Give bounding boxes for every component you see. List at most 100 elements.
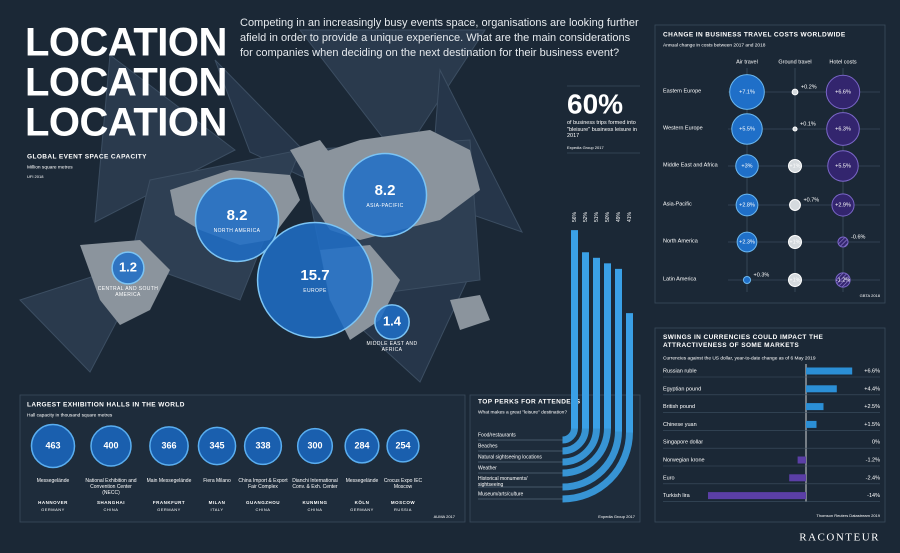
currency-value: -1.2% bbox=[866, 457, 880, 463]
bubble-value: 15.7 bbox=[300, 267, 329, 284]
headline: LOCATION bbox=[25, 21, 227, 65]
cost-bubble bbox=[788, 235, 802, 249]
region-label: Asia-Pacific bbox=[663, 201, 692, 208]
hall-bubble bbox=[243, 426, 283, 466]
cost-bubble bbox=[835, 272, 851, 288]
currency-value: 0% bbox=[872, 440, 880, 446]
region-bubble bbox=[342, 152, 428, 238]
headline: LOCATION bbox=[25, 61, 227, 105]
perk-curve bbox=[562, 427, 589, 455]
perk-label: Beaches bbox=[478, 443, 498, 450]
currency-bar bbox=[806, 403, 824, 411]
panel-title: GLOBAL EVENT SPACE CAPACITY bbox=[27, 154, 147, 161]
source: Thomson Reuters Datastream 2019 bbox=[816, 513, 880, 518]
currency-label: Turkish lira bbox=[663, 493, 691, 499]
cost-bubble bbox=[825, 74, 861, 110]
currency-bar bbox=[708, 492, 806, 500]
brand: RACONTEUR bbox=[799, 532, 880, 544]
hall-bubble bbox=[149, 426, 189, 466]
perk-value: 49% bbox=[616, 211, 622, 222]
hall-country: RUSSIA bbox=[394, 507, 412, 512]
cost-bubble bbox=[731, 113, 763, 145]
cost-label: -1.2% bbox=[836, 277, 850, 283]
hall-bubble bbox=[296, 427, 334, 465]
perk-label: Food/restaurants bbox=[478, 432, 516, 439]
bubble-label: MIDDLE EAST AND AFRICA bbox=[366, 341, 418, 354]
bubble-label: NORTH AMERICA bbox=[213, 228, 261, 234]
perk-value: 50% bbox=[605, 211, 611, 222]
perk-curve bbox=[562, 430, 622, 491]
region-label: North America bbox=[663, 238, 698, 245]
currency-label: Russian ruble bbox=[663, 368, 697, 374]
perk-curve bbox=[562, 427, 600, 466]
hall-name: Messegelände bbox=[345, 478, 379, 484]
hall-bubble bbox=[344, 428, 380, 464]
perk-bar bbox=[626, 313, 633, 433]
hall-city: KÖLN bbox=[355, 499, 370, 505]
perk-bar bbox=[604, 263, 611, 429]
cost-label: +0.2% bbox=[801, 84, 817, 90]
currency-bar bbox=[789, 474, 806, 482]
perk-value: 56% bbox=[572, 211, 578, 222]
currency-label: Norwegian krone bbox=[663, 457, 705, 463]
hall-bubble bbox=[90, 425, 132, 467]
hall-city: SHANGHAI bbox=[97, 500, 125, 505]
hall-name: Messegelände bbox=[36, 478, 70, 484]
cost-label: +2.8% bbox=[739, 202, 755, 208]
currency-value: +1.5% bbox=[864, 422, 880, 428]
bubble-label: CENTRAL AND SOUTH AMERICA bbox=[97, 285, 159, 298]
currency-label: British pound bbox=[663, 404, 695, 410]
bubble-label: ASIA-PACIFIC bbox=[366, 203, 404, 209]
perk-bar bbox=[582, 252, 589, 429]
hall-city: MOSCOW bbox=[391, 500, 416, 505]
currency-label: Chinese yuan bbox=[663, 422, 697, 428]
cost-label: +6.6% bbox=[835, 89, 851, 95]
cost-label: +1% bbox=[789, 163, 800, 169]
currency-value: +4.4% bbox=[864, 386, 880, 392]
region-label: Eastern Europe bbox=[663, 88, 702, 95]
cost-bubble bbox=[735, 154, 759, 178]
currency-bar bbox=[806, 367, 853, 375]
intro-text: Competing in an increasingly busy events… bbox=[240, 17, 639, 59]
column-header: Ground travel bbox=[778, 59, 811, 65]
panel-subtitle: Million square metres bbox=[27, 164, 73, 170]
cost-bubble bbox=[735, 193, 759, 217]
cost-bubble bbox=[827, 150, 859, 182]
bubble-label: EUROPE bbox=[303, 288, 327, 294]
hall-city: FRANKFURT bbox=[153, 500, 185, 505]
perk-bar bbox=[593, 257, 600, 429]
hall-city: GUANGZHOU bbox=[246, 500, 280, 505]
cost-bubble bbox=[729, 74, 765, 110]
region-bubble bbox=[374, 304, 410, 340]
bubble-value: 8.2 bbox=[375, 182, 396, 199]
hall-value: 463 bbox=[45, 440, 60, 450]
hall-country: CHINA bbox=[256, 507, 271, 512]
perk-label: Weather bbox=[478, 465, 497, 472]
hall-name: Crocus Expo IEC Moscow bbox=[383, 478, 423, 490]
source: GBTA 2018 bbox=[860, 293, 881, 298]
stat-source: Expedia Group 2017 bbox=[567, 145, 604, 150]
hall-bubble bbox=[197, 426, 237, 466]
cost-bubble bbox=[788, 159, 802, 173]
bubble-value: 1.2 bbox=[119, 259, 137, 274]
cost-label: +0.3% bbox=[754, 272, 770, 278]
headline: LOCATION bbox=[25, 101, 227, 145]
cost-label: +0.7% bbox=[803, 197, 819, 203]
stat-figure: 60% bbox=[567, 88, 623, 119]
column-header: Air travel bbox=[736, 59, 758, 65]
cost-label: -0.6% bbox=[851, 234, 865, 240]
currency-value: +2.5% bbox=[864, 404, 880, 410]
hall-city: KUNMING bbox=[303, 500, 328, 505]
currency-bar bbox=[806, 385, 837, 393]
column-header: Hotel costs bbox=[829, 59, 856, 65]
hall-value: 400 bbox=[103, 440, 118, 450]
panel-title: SWINGS IN CURRENCIES COULD IMPACT THE AT… bbox=[663, 334, 824, 349]
cost-bubble bbox=[789, 199, 801, 211]
hall-city: HANNOVER bbox=[38, 500, 68, 505]
cost-label: +3% bbox=[741, 163, 752, 169]
currency-value: -14% bbox=[867, 493, 880, 499]
hall-country: GERMANY bbox=[350, 507, 374, 512]
panel-subtitle: Hall capacity in thousand square metres bbox=[27, 412, 113, 418]
